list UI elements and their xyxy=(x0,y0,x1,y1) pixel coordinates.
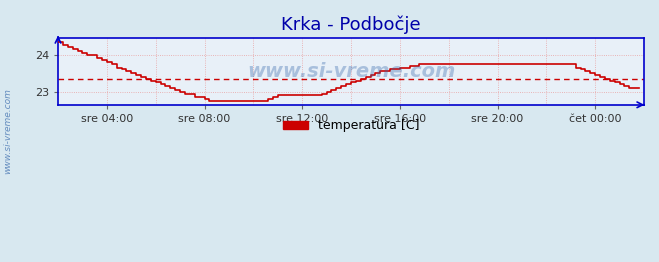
Title: Krka - Podbočje: Krka - Podbočje xyxy=(281,15,421,34)
Legend: temperatura [C]: temperatura [C] xyxy=(278,114,424,137)
Text: www.si-vreme.com: www.si-vreme.com xyxy=(3,88,13,174)
Text: www.si-vreme.com: www.si-vreme.com xyxy=(247,62,455,81)
